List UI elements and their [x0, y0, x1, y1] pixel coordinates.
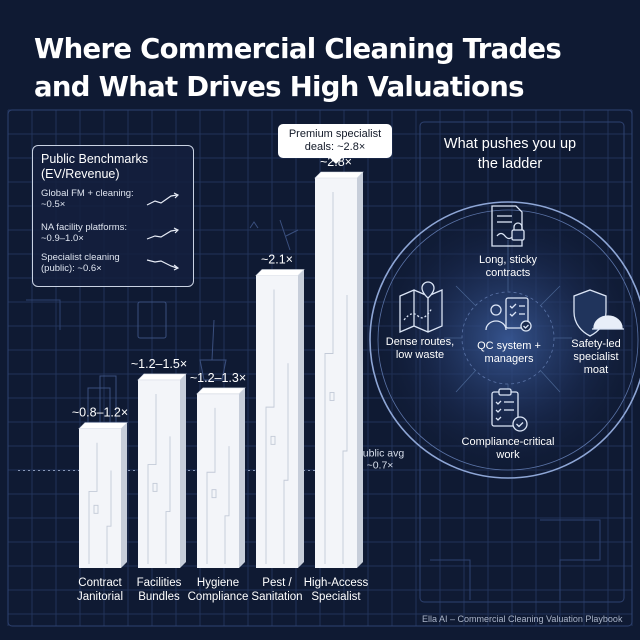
checklist-icon: [491, 388, 528, 432]
route-map-icon: [399, 281, 443, 333]
bar-top: [78, 422, 128, 430]
bar: [314, 171, 364, 568]
bar-value-label: ~0.8–1.2×: [72, 406, 128, 420]
manager-checklist-icon: [485, 297, 532, 332]
category-label: High-Access: [304, 577, 369, 589]
wheel-inner-ring: [377, 209, 639, 471]
reference-line-label: ~0.7×: [367, 460, 394, 472]
bar-circuit: [88, 442, 112, 564]
bar-side: [298, 269, 304, 568]
benchmark-item: Global FM + cleaning: ~0.5×: [41, 188, 134, 210]
bar-top: [255, 269, 305, 276]
callout-line: deals: ~2.8×: [304, 141, 366, 153]
bar-side: [357, 172, 363, 568]
reference-line-label: Public avg: [356, 448, 405, 460]
category-label: Specialist: [311, 591, 361, 603]
trend-up-icon: [146, 227, 180, 240]
benchmarks-panel: Public Benchmarks (EV/Revenue) Global FM…: [32, 145, 194, 287]
bar-value-label: ~2.1×: [261, 253, 293, 267]
trend-up-icon: [146, 192, 180, 206]
trend-down-icon: [146, 259, 180, 271]
bar-value-label: ~1.2–1.3×: [190, 371, 246, 385]
page-title: Where Commercial Cleaning Trades and Wha…: [34, 33, 562, 103]
bar-side: [121, 422, 127, 568]
callout-line: Premium specialist: [288, 128, 382, 140]
category-label: Facilities: [137, 577, 182, 589]
drivers-title: What pushes you up the ladder: [443, 136, 577, 172]
bar-circuit: [206, 407, 230, 564]
category-label: Janitorial: [77, 591, 123, 603]
driver-label-center: QC system + managers: [477, 340, 541, 365]
wheel-outer-ring: [369, 201, 640, 479]
category-label: Sanitation: [251, 591, 302, 603]
benchmarks-title: Public Benchmarks (EV/Revenue): [41, 152, 148, 181]
category-label: Hygiene: [197, 577, 239, 589]
bar: [255, 269, 305, 568]
bar-front: [256, 275, 298, 568]
benchmark-item: NA facility platforms: ~0.9–1.0×: [41, 222, 128, 244]
premium-callout: Premium specialist deals: ~2.8×: [278, 124, 392, 164]
category-label: Pest /: [262, 577, 292, 589]
driver-label-routes: Dense routes, low waste: [385, 336, 455, 361]
bar-top: [137, 373, 187, 381]
bar: [78, 422, 128, 568]
category-label: Contract: [78, 577, 122, 589]
category-label: Bundles: [138, 591, 180, 603]
bar: [137, 373, 187, 568]
driver-label-compliance: Compliance-critical work: [461, 436, 555, 461]
bar-front: [197, 393, 239, 568]
bar-front: [315, 178, 357, 568]
bar-front: [138, 379, 180, 568]
bar: [196, 387, 246, 568]
bar-circuit: [265, 289, 289, 564]
bar-top: [196, 387, 246, 395]
driver-label-safety: Safety-led specialist moat: [571, 338, 621, 376]
bar-circuit: [324, 192, 348, 564]
shield-helmet-icon: [573, 289, 624, 337]
contract-lock-icon: [491, 205, 525, 247]
wheel-glow: [358, 190, 640, 490]
bar-side: [239, 387, 245, 568]
driver-label-contracts: Long, sticky contracts: [478, 254, 538, 279]
bar-front: [79, 428, 121, 568]
wheel-spokes: [444, 240, 572, 396]
bar-value-label: ~1.2–1.5×: [131, 357, 187, 371]
benchmark-item: Specialist cleaning (public): ~0.6×: [41, 252, 120, 274]
bar-side: [180, 373, 186, 568]
bar-circuit: [147, 393, 171, 564]
category-label: Compliance: [188, 591, 249, 603]
footer-credit: Ella AI – Commercial Cleaning Valuation …: [422, 614, 623, 624]
bar-top: [314, 171, 364, 179]
